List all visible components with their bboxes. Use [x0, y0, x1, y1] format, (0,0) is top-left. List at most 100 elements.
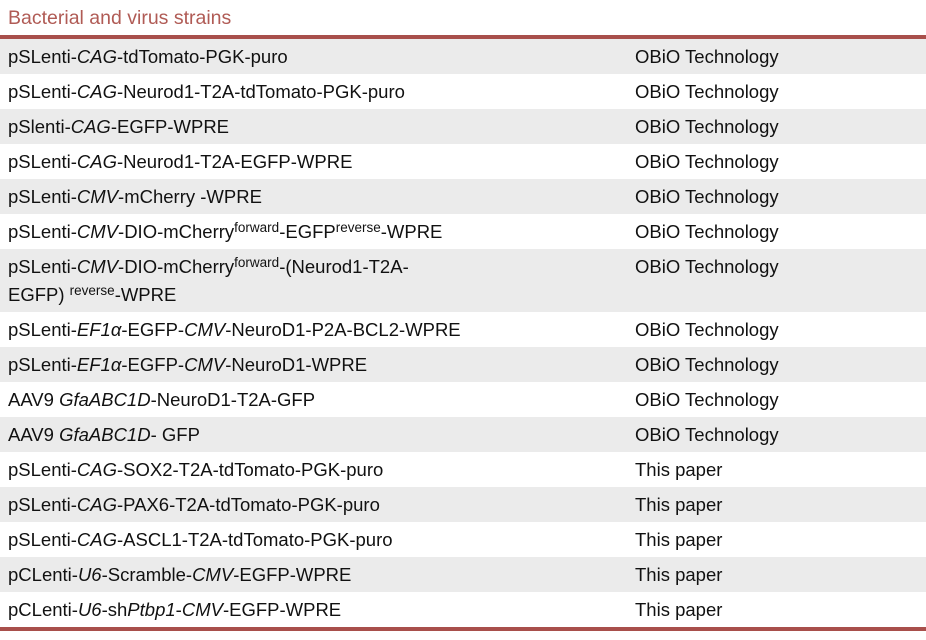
strain-name-segment: -Neurod1-T2A-tdTomato-PGK-puro — [117, 81, 405, 102]
table-row: pSLenti-CAG-PAX6-T2A-tdTomato-PGK-puro Th… — [0, 487, 926, 522]
table-row: pSLenti-EF1α-EGFP-CMV-NeuroD1-P2A-BCL2-W… — [0, 312, 926, 347]
strain-name-cell: pSLenti-CMV-DIO-mCherryforward-EGFPrever… — [0, 214, 627, 249]
strain-name-segment: -SOX2-T2A-tdTomato-PGK-puro — [117, 459, 384, 480]
strain-name-segment: reverse — [69, 283, 115, 298]
strain-name-segment: EGFP) — [8, 284, 70, 305]
strain-name-cell: pSLenti-CMV-DIO-mCherryforward-(Neurod1-… — [0, 249, 627, 312]
strain-name-segment: forward — [234, 255, 280, 270]
strain-name-segment: -(Neurod1-T2A- — [279, 256, 409, 277]
source-cell: This paper — [635, 599, 723, 620]
source-cell: OBiO Technology — [635, 81, 779, 102]
strain-name-segment: CAG — [76, 151, 117, 172]
strain-name-segment: -EGFP-WPRE — [222, 599, 342, 620]
strain-name-segment: EF1α — [76, 319, 122, 340]
strain-name-segment: CMV — [184, 354, 226, 375]
strain-name-segment: - GFP — [150, 424, 200, 445]
strain-name-segment: -EGFP — [279, 221, 336, 242]
strain-name-segment: CAG — [76, 494, 117, 515]
source-cell: OBiO Technology — [627, 249, 926, 312]
strain-name-segment: GfaABC1D — [59, 389, 151, 410]
strain-name-segment: CMV — [184, 319, 226, 340]
strain-name-segment: -DIO-mCherry — [118, 221, 235, 242]
strain-name-cell: pSLenti-CMV-mCherry -WPRE — [0, 179, 627, 214]
strain-name-segment: -EGFP-WPRE — [110, 116, 230, 137]
table-row: pCLenti-U6-shPtbp1-CMV-EGFP-WPRE This pap… — [0, 592, 926, 627]
strain-name-segment: pSlenti- — [8, 116, 71, 137]
strain-name-cell: pSLenti-CAG-ASCL1-T2A-tdTomato-PGK-puro — [0, 522, 627, 557]
table-row: pSLenti-CAG-tdTomato-PGK-puro OBiO Techno… — [0, 39, 926, 74]
strain-name-segment: -DIO-mCherry — [118, 256, 235, 277]
table-row: pSLenti-CMV-DIO-mCherryforward-(Neurod1-… — [0, 249, 926, 312]
strain-name-segment: -ASCL1-T2A-tdTomato-PGK-puro — [117, 529, 393, 550]
strain-name-segment: CMV — [76, 256, 119, 277]
strain-name-segment: pSLenti- — [8, 494, 77, 515]
table-row: AAV9 GfaABC1D-NeuroD1-T2A-GFP OBiO Techno… — [0, 382, 926, 417]
table-row: pSLenti-CMV-mCherry -WPRE OBiO Technology — [0, 179, 926, 214]
strain-name-segment: U6 — [77, 599, 102, 620]
strain-name-segment: AAV9 — [8, 424, 60, 445]
strain-name-segment: -NeuroD1-T2A-GFP — [150, 389, 316, 410]
strain-name-segment: -EGFP- — [121, 319, 185, 340]
strain-name-segment: -PAX6-T2A-tdTomato-PGK-puro — [117, 494, 380, 515]
section-title: Bacterial and virus strains — [8, 7, 232, 29]
table-row: pSLenti-CMV-DIO-mCherryforward-EGFPrever… — [0, 214, 926, 249]
strain-name-cell: pSLenti-CAG-SOX2-T2A-tdTomato-PGK-puro — [0, 452, 627, 487]
strain-name-segment: -EGFP-WPRE — [233, 564, 352, 585]
strain-name-segment: CAG — [76, 81, 117, 102]
source-cell: This paper — [635, 529, 723, 550]
strain-name-segment: pSLenti- — [8, 151, 77, 172]
strain-name-segment: -WPRE — [380, 221, 443, 242]
strain-name-segment: U6 — [77, 564, 102, 585]
strain-name-segment: pCLenti- — [8, 564, 78, 585]
strain-name-cell: pSlenti-CAG-EGFP-WPRE — [0, 109, 627, 144]
strain-name-segment: CAG — [76, 46, 117, 67]
strain-name-segment: CMV — [76, 186, 119, 207]
source-cell: OBiO Technology — [635, 221, 779, 242]
strain-name-segment: pSLenti- — [8, 81, 77, 102]
strain-name-cell: pCLenti-U6-Scramble-CMV-EGFP-WPRE — [0, 557, 627, 592]
table-row: pCLenti-U6-Scramble-CMV-EGFP-WPRE This pa… — [0, 557, 926, 592]
strain-name-cell: pSLenti-CAG-Neurod1-T2A-EGFP-WPRE — [0, 144, 627, 179]
table-row: pSLenti-CAG-SOX2-T2A-tdTomato-PGK-puro Th… — [0, 452, 926, 487]
source-cell: OBiO Technology — [627, 347, 926, 382]
strain-name-segment: EF1α — [76, 354, 122, 375]
source-cell: OBiO Technology — [627, 179, 926, 214]
source-cell: OBiO Technology — [635, 319, 779, 340]
strain-name-cell: AAV9 GfaABC1D-NeuroD1-T2A-GFP — [0, 382, 627, 417]
strain-name-segment: GfaABC1D — [59, 424, 151, 445]
strains-table: pSLenti-CAG-tdTomato-PGK-puro OBiO Techno… — [0, 39, 926, 627]
strain-name-segment: reverse — [335, 220, 381, 235]
strain-name-cell: pCLenti-U6-shPtbp1-CMV-EGFP-WPRE — [0, 592, 627, 627]
source-cell: OBiO Technology — [627, 417, 926, 452]
strain-name-segment: -WPRE — [114, 284, 177, 305]
strain-name-cell: AAV9 GfaABC1D- GFP — [0, 417, 627, 452]
strain-name-segment: forward — [234, 220, 280, 235]
strain-name-segment: pSLenti- — [8, 529, 77, 550]
strain-name-segment: CMV — [76, 221, 119, 242]
strain-name-segment: -EGFP- — [121, 354, 185, 375]
table-row: pSLenti-EF1α-EGFP-CMV-NeuroD1-WPRE OBiO T… — [0, 347, 926, 382]
strain-name-segment: pSLenti- — [8, 46, 77, 67]
strain-name-segment: CAG — [70, 116, 111, 137]
source-cell: This paper — [627, 487, 926, 522]
strain-name-cell: pSLenti-EF1α-EGFP-CMV-NeuroD1-WPRE — [0, 347, 627, 382]
strain-name-segment: AAV9 — [8, 389, 60, 410]
strain-name-cell: pSLenti-CAG-tdTomato-PGK-puro — [0, 39, 627, 74]
strain-name-cell: pSLenti-CAG-PAX6-T2A-tdTomato-PGK-puro — [0, 487, 627, 522]
strain-name-segment: -Scramble- — [101, 564, 193, 585]
source-cell: OBiO Technology — [627, 109, 926, 144]
strain-name-segment: CAG — [76, 529, 117, 550]
table-row: pSLenti-CAG-ASCL1-T2A-tdTomato-PGK-puro T… — [0, 522, 926, 557]
source-cell: OBiO Technology — [635, 389, 779, 410]
strain-name-cell: pSLenti-EF1α-EGFP-CMV-NeuroD1-P2A-BCL2-W… — [0, 312, 627, 347]
strain-name-segment: -tdTomato-PGK-puro — [117, 46, 288, 67]
strains-table-body: pSLenti-CAG-tdTomato-PGK-puro OBiO Techno… — [0, 39, 926, 627]
section-bottom-rule — [0, 627, 926, 631]
strain-name-segment: pSLenti- — [8, 459, 77, 480]
strain-name-segment: pSLenti- — [8, 186, 77, 207]
strain-name-segment: -NeuroD1-WPRE — [225, 354, 368, 375]
strain-name-segment: Ptbp1 — [127, 599, 176, 620]
strain-name-segment: CMV — [192, 564, 234, 585]
source-cell: This paper — [635, 459, 723, 480]
